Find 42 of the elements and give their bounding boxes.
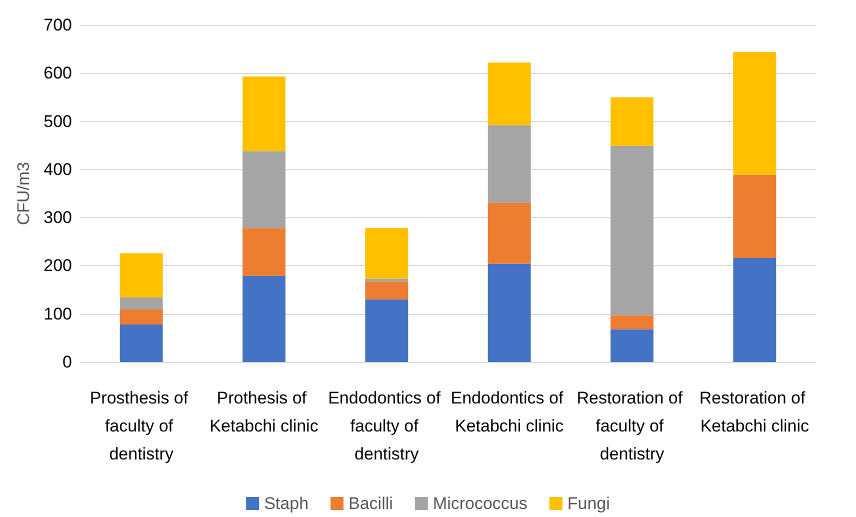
bar — [365, 299, 408, 362]
bar — [120, 324, 163, 362]
bar — [610, 146, 654, 316]
bar — [365, 228, 408, 279]
x-tick-label: Endodontics of faculty of dentistry — [328, 388, 446, 464]
bar — [733, 52, 776, 175]
legend-label: Fungi — [567, 494, 610, 513]
y-tick-label: 700 — [44, 16, 72, 34]
x-tick-label: Prothesis of Ketabchi clinic — [210, 388, 319, 436]
bar — [120, 310, 163, 324]
y-tick-label: 300 — [44, 208, 72, 228]
legend-label: Micrococcus — [432, 494, 528, 513]
y-tick-label: 500 — [44, 112, 72, 131]
bar — [488, 62, 531, 126]
bar — [610, 315, 654, 330]
y-axis-title: CFU/m3 — [14, 162, 33, 226]
y-tick-label: 0 — [62, 352, 72, 372]
bar — [120, 297, 163, 310]
bar — [610, 329, 654, 362]
y-tick-label: 600 — [44, 64, 72, 83]
bar — [242, 228, 286, 276]
bar — [242, 76, 286, 152]
bar — [365, 278, 408, 282]
x-tick-label: Endodontics of Ketabchi clinic — [450, 388, 568, 436]
bar — [242, 276, 286, 362]
y-tick-label: 400 — [44, 160, 72, 179]
bar — [488, 202, 531, 264]
y-tick-label: 100 — [44, 304, 72, 324]
bar — [733, 174, 776, 258]
bar — [733, 258, 776, 362]
bar — [365, 282, 408, 300]
x-tick-label: Restoration of Ketabchi clinic — [699, 388, 810, 436]
bar — [488, 125, 531, 203]
legend-label: Staph — [264, 494, 309, 513]
bar — [120, 253, 163, 298]
y-tick-label: 200 — [44, 256, 72, 276]
bar — [488, 264, 531, 362]
bar — [610, 97, 654, 146]
x-tick-label: Prosthesis of faculty of dentistry — [90, 388, 193, 464]
legend-label: Bacilli — [348, 494, 393, 513]
bar — [242, 151, 286, 228]
x-tick-label: Restoration of faculty of dentistry — [576, 388, 688, 464]
